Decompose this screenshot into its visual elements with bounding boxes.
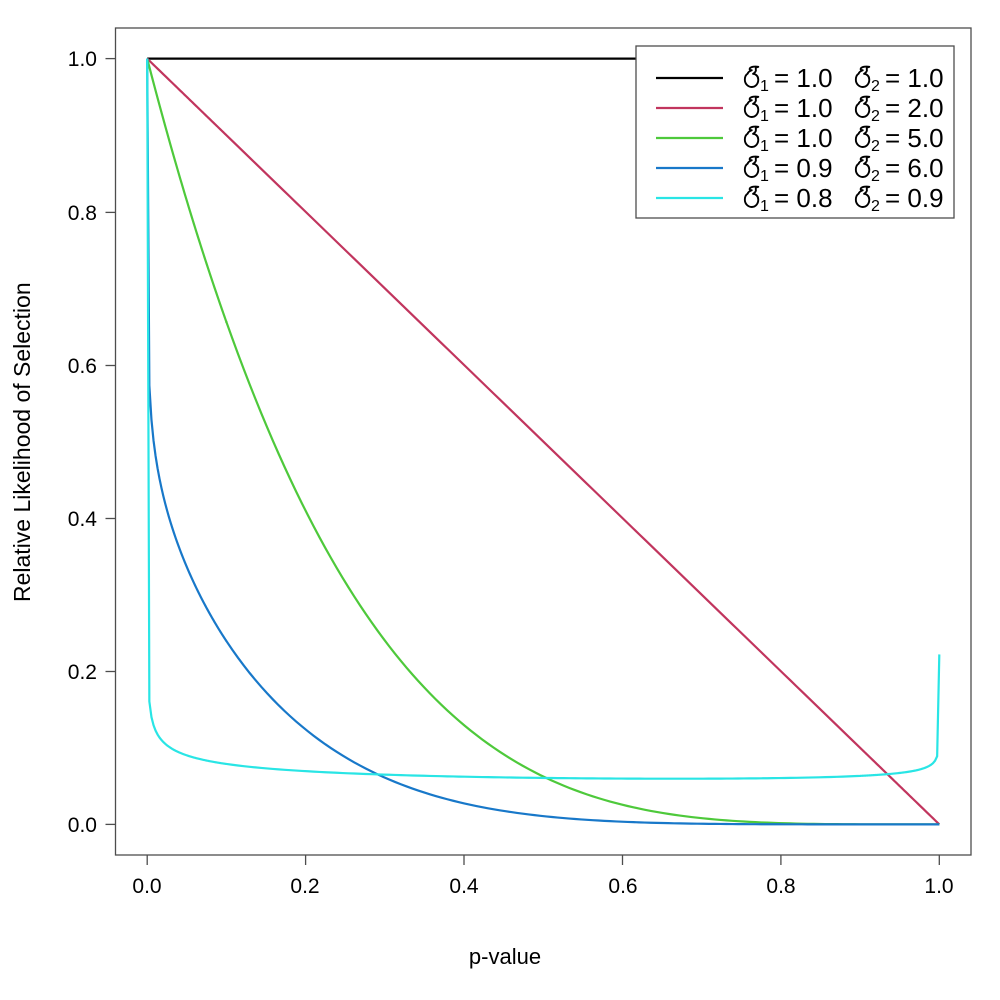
svg-text:= 0.9: = 0.9 — [885, 183, 944, 213]
svg-text:= 1.0: = 1.0 — [774, 123, 833, 153]
svg-text:2: 2 — [871, 198, 880, 215]
svg-text:= 0.9: = 0.9 — [774, 153, 833, 183]
svg-text:= 6.0: = 6.0 — [885, 153, 944, 183]
svg-text:1: 1 — [760, 78, 769, 95]
svg-text:2: 2 — [871, 78, 880, 95]
svg-text:= 1.0: = 1.0 — [885, 63, 944, 93]
svg-text:1: 1 — [760, 138, 769, 155]
svg-text:= 5.0: = 5.0 — [885, 123, 944, 153]
svg-text:2: 2 — [871, 108, 880, 125]
svg-text:= 1.0: = 1.0 — [774, 93, 833, 123]
svg-text:1: 1 — [760, 108, 769, 125]
svg-text:1: 1 — [760, 168, 769, 185]
svg-text:= 1.0: = 1.0 — [774, 63, 833, 93]
svg-text:= 0.8: = 0.8 — [774, 183, 833, 213]
svg-text:2: 2 — [871, 138, 880, 155]
svg-text:2: 2 — [871, 168, 880, 185]
svg-text:1: 1 — [760, 198, 769, 215]
svg-text:= 2.0: = 2.0 — [885, 93, 944, 123]
